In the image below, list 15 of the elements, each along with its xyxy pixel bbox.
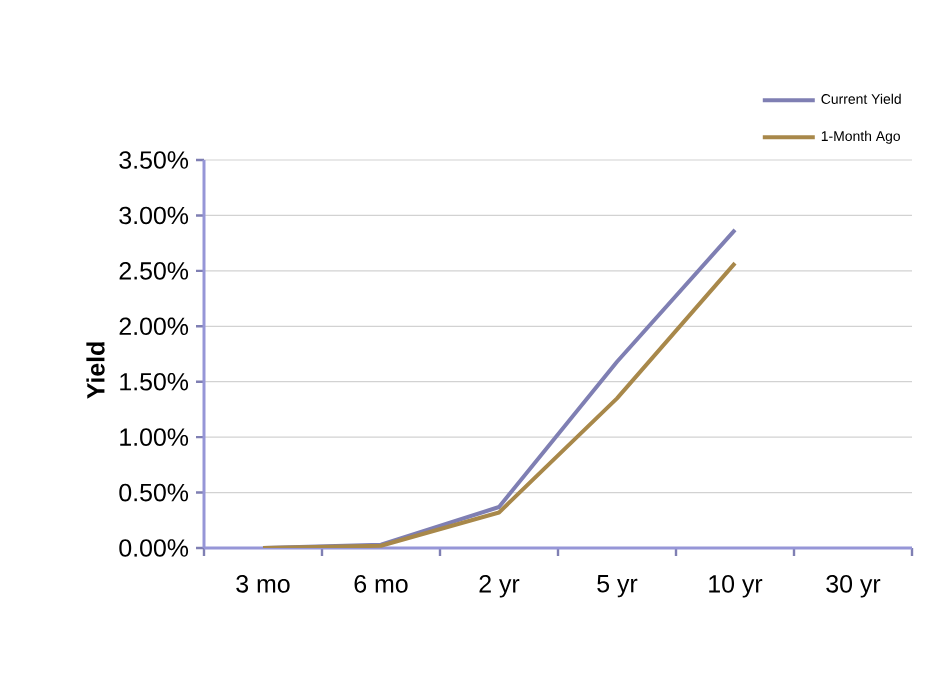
x-tick-label: 30 yr [826, 575, 881, 598]
y-tick-label: 2.50% [119, 262, 189, 280]
x-tick-label: 3 mo [236, 575, 290, 593]
y-tick-label: 1.00% [120, 428, 189, 446]
x-tick-label: 10 yr [709, 575, 763, 598]
y-tick-label: 3.00% [119, 206, 189, 225]
y-tick-label: 2.00% [119, 317, 189, 336]
y-tick-label: 3.50% [119, 151, 189, 169]
y-tick-label: 0.50% [119, 483, 189, 502]
x-tick-label: 6 mo [354, 575, 408, 593]
x-tick-label: 2 yr [479, 575, 520, 598]
y-tick-label: 1.50% [120, 372, 189, 391]
x-tick-label: 5 yr [597, 575, 638, 598]
y-axis-title: Yield [86, 342, 105, 399]
y-tick-label: 0.00% [119, 539, 189, 557]
